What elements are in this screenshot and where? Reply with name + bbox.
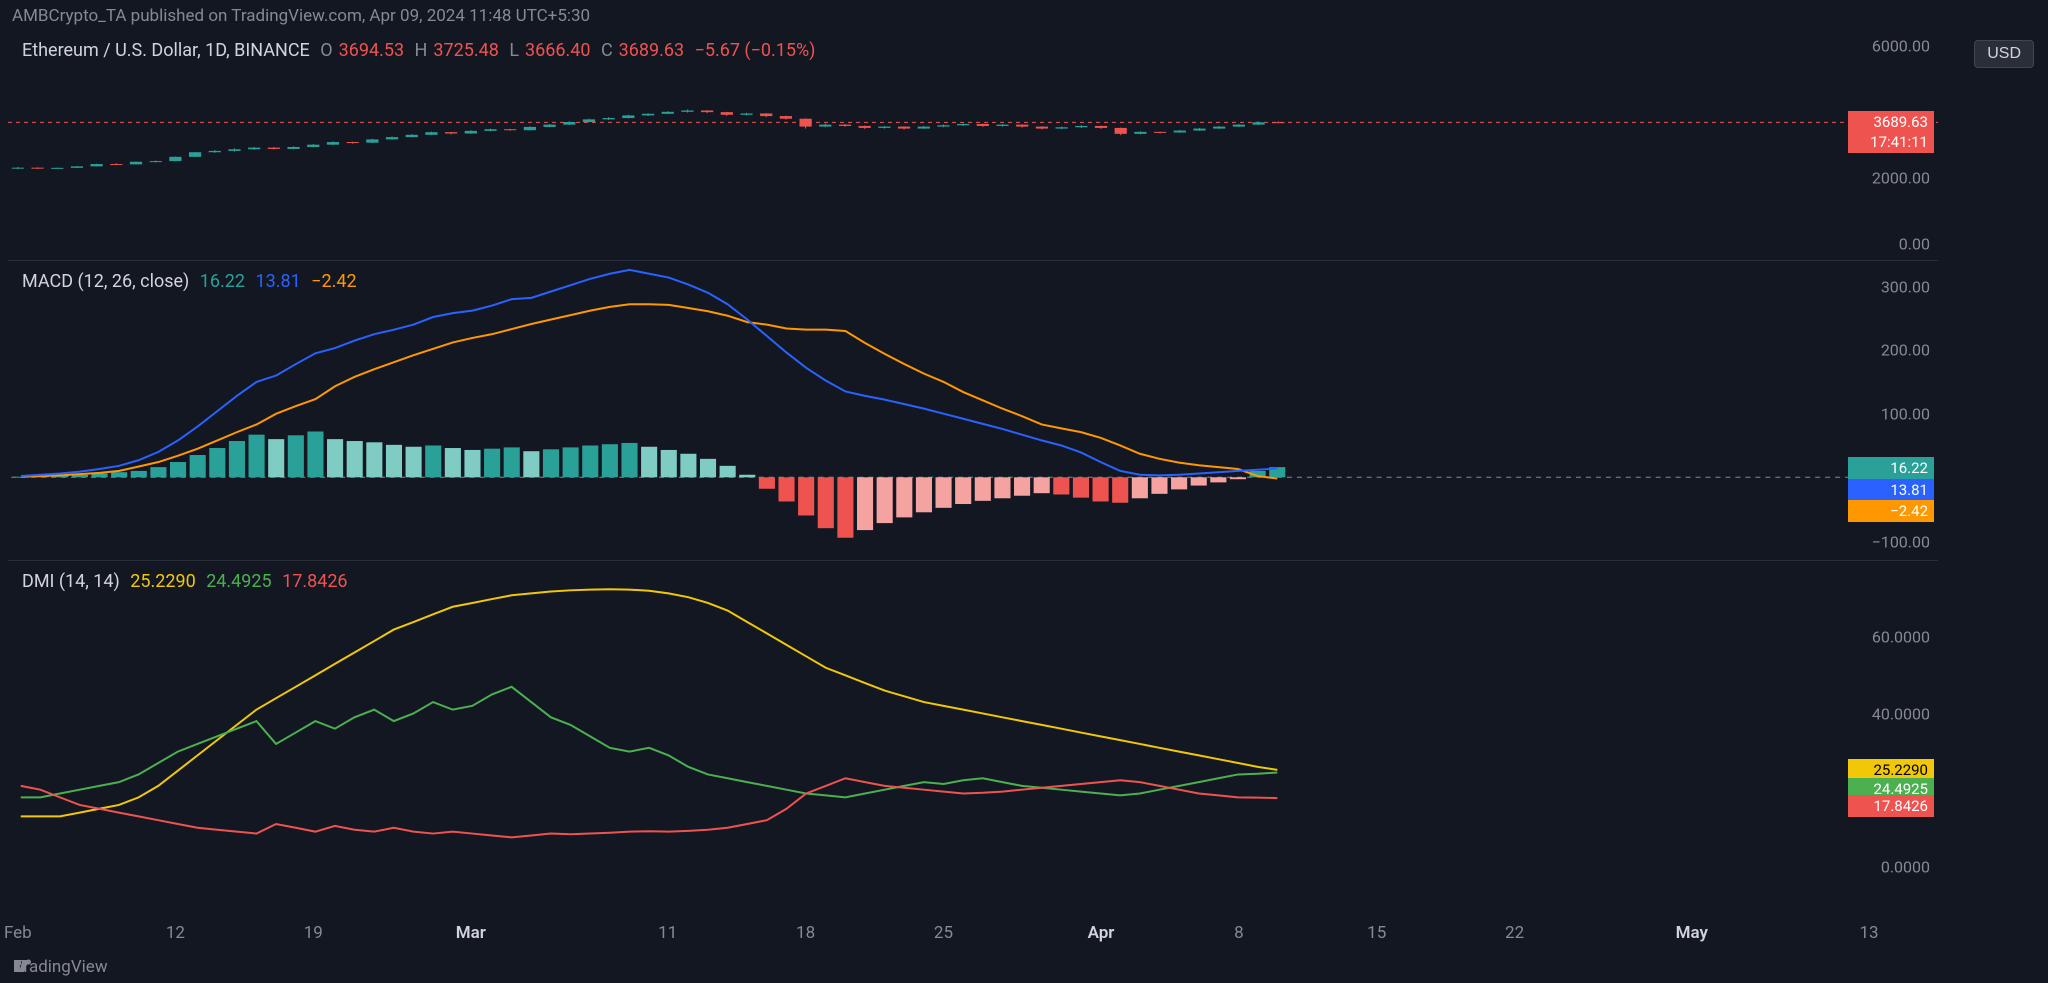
ohlc-h-label: H (415, 40, 428, 61)
ohlc-c: 3689.63 (619, 40, 684, 61)
xtick: 19 (304, 923, 323, 943)
chart-panels: Ethereum / U.S. Dollar, 1D, BINANCE O 369… (0, 30, 2048, 923)
ytick: 300.00 (1881, 277, 1930, 296)
price-legend: Ethereum / U.S. Dollar, 1D, BINANCE O 369… (22, 40, 821, 61)
tradingview-footer: TradingView (14, 957, 108, 977)
ytick: 0.0000 (1881, 857, 1930, 876)
axis-badge: 17:41:11 (1848, 131, 1934, 153)
dmi-yaxis: 60.000040.00000.000025.229024.492517.842… (1836, 561, 1938, 885)
attribution-text: AMBCrypto_TA published on TradingView.co… (0, 0, 2048, 32)
ohlc-o-label: O (320, 40, 332, 61)
symbol-label: Ethereum / U.S. Dollar, 1D, BINANCE (22, 40, 310, 61)
ytick: 200.00 (1881, 341, 1930, 360)
xtick: 11 (658, 923, 677, 943)
macd-hist-value: 16.22 (200, 271, 245, 292)
dmi-label: DMI (14, 14) (22, 571, 120, 592)
xtick: 13 (1860, 923, 1879, 943)
ytick: 0.00 (1899, 234, 1930, 253)
ytick: 60.0000 (1872, 628, 1930, 647)
price-chart-svg (8, 30, 1938, 260)
macd-yaxis: 300.00 200.00 100.00 −100.00 16.2213.81−2.42 (1836, 261, 1938, 560)
ytick: 6000.00 (1872, 37, 1930, 56)
ohlc-o: 3694.53 (339, 40, 404, 61)
dmi-panel[interactable]: DMI (14, 14) 25.2290 24.4925 17.8426 60.… (8, 560, 1938, 885)
ytick: 2000.00 (1872, 168, 1930, 187)
dmi-plus-value: 24.4925 (206, 571, 271, 592)
price-yaxis: 6000.002000.000.003689.6317:41:11 (1836, 30, 1938, 260)
macd-label: MACD (12, 26, close) (22, 271, 189, 292)
axis-badge: 16.22 (1848, 457, 1934, 479)
xtick: 8 (1234, 923, 1244, 943)
ohlc-c-label: C (601, 40, 613, 61)
macd-signal-value: −2.42 (311, 271, 356, 292)
xtick: 25 (934, 923, 953, 943)
dmi-adx-value: 25.2290 (130, 571, 195, 592)
xtick: Mar (456, 923, 486, 943)
dmi-minus-value: 17.8426 (282, 571, 347, 592)
ytick: 100.00 (1881, 405, 1930, 424)
ohlc-change: −5.67 (−0.15%) (695, 40, 816, 61)
macd-macd-value: 13.81 (255, 271, 300, 292)
xtick: 15 (1367, 923, 1386, 943)
dmi-legend: DMI (14, 14) 25.2290 24.4925 17.8426 (22, 571, 354, 592)
macd-chart-svg (8, 261, 1938, 560)
axis-badge: 13.81 (1848, 479, 1934, 501)
xtick: 12 (166, 923, 185, 943)
xtick: Feb (4, 923, 32, 943)
macd-panel[interactable]: MACD (12, 26, close) 16.22 13.81 −2.42 3… (8, 260, 1938, 560)
ohlc-h: 3725.48 (433, 40, 498, 61)
xtick: 22 (1505, 923, 1524, 943)
time-axis: Feb1219Mar111825Apr81522May13 (8, 923, 1938, 949)
ohlc-l-label: L (509, 40, 519, 61)
axis-badge: 17.8426 (1848, 795, 1934, 817)
ytick: 40.0000 (1872, 704, 1930, 723)
ohlc-l: 3666.40 (525, 40, 590, 61)
dmi-chart-svg (8, 561, 1938, 885)
macd-legend: MACD (12, 26, close) 16.22 13.81 −2.42 (22, 271, 363, 292)
xtick: 18 (796, 923, 815, 943)
axis-badge: −2.42 (1848, 500, 1934, 522)
xtick: Apr (1088, 923, 1115, 943)
tradingview-logo-icon (14, 957, 32, 975)
xtick: May (1676, 923, 1708, 943)
price-panel[interactable]: Ethereum / U.S. Dollar, 1D, BINANCE O 369… (8, 30, 1938, 260)
ytick: −100.00 (1872, 532, 1930, 551)
